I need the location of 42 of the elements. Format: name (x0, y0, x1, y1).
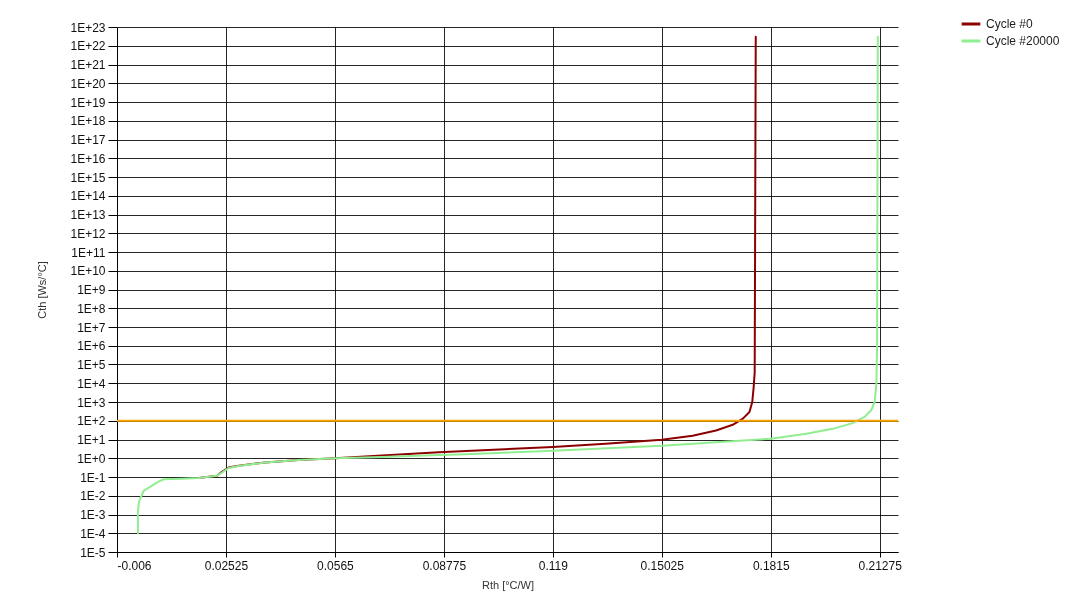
x-tick-label: 0.119 (538, 558, 569, 573)
y-tick-label: 1E+18 (70, 114, 106, 129)
y-tick-label: 1E+23 (70, 20, 106, 35)
x-tick-label: 0.21275 (858, 558, 903, 573)
y-tick-label: 1E-4 (80, 526, 106, 541)
y-tick-label: 1E+13 (70, 208, 106, 222)
y-tick-label: 1E-3 (80, 508, 106, 522)
y-tick-label: 1E-5 (80, 545, 106, 560)
y-tick-label: 1E-1 (80, 470, 106, 485)
x-tick-label: 0.02525 (204, 558, 249, 573)
y-tick-label: 1E+10 (70, 264, 106, 279)
x-tick-label: 0.1815 (752, 558, 790, 573)
line-series (136, 35, 879, 535)
y-tick-label: 1E+17 (70, 133, 106, 147)
y-tick-label: 1E+7 (77, 320, 106, 335)
y-tick-label: 1E+12 (70, 226, 106, 241)
y-axis-title: Cth [Ws/°C] (36, 261, 49, 319)
y-tick-label: 1E-2 (80, 489, 106, 504)
x-tick-label: -0.006 (117, 558, 152, 573)
x-tick-label: 0.08775 (422, 558, 467, 573)
legend-label: Cycle #20000 (986, 34, 1060, 48)
y-tick-label: 1E+3 (77, 395, 106, 410)
y-tick-label: 1E+15 (70, 170, 106, 185)
y-tick-label: 1E+5 (77, 358, 106, 372)
y-tick-label: 1E+8 (77, 301, 106, 316)
y-tick-label: 1E+19 (70, 95, 106, 110)
y-tick-label: 1E+9 (77, 283, 106, 297)
y-tick-label: 1E+14 (70, 189, 106, 204)
y-tick-label: 1E+6 (77, 339, 106, 354)
y-tick-label: 1E+20 (70, 76, 106, 91)
y-tick-label: 1E+0 (77, 451, 106, 466)
y-tick-label: 1E+1 (77, 433, 106, 447)
y-tick-label: 1E+22 (70, 39, 106, 54)
y-tick-label: 1E+21 (70, 58, 106, 72)
y-tick-label: 1E+4 (77, 376, 106, 391)
legend-label: Cycle #0 (986, 17, 1034, 31)
y-tick-label: 1E+2 (77, 414, 106, 429)
y-tick-label: 1E+11 (71, 245, 106, 260)
x-tick-label: 0.0565 (317, 558, 355, 573)
x-tick-label: 0.15025 (640, 558, 685, 573)
x-axis-title: Rth [°C/W] (481, 578, 535, 591)
y-tick-label: 1E+16 (70, 151, 106, 166)
